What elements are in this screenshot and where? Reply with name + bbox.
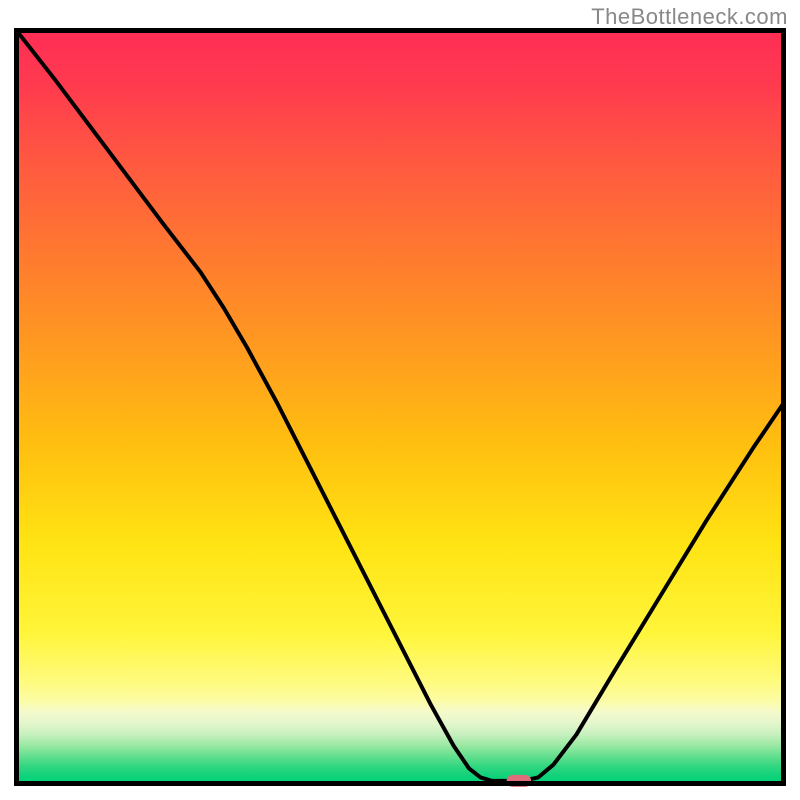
gradient-background [17,31,784,784]
chart-root: TheBottleneck.com [0,0,800,800]
bottleneck-chart [0,0,800,800]
watermark-text: TheBottleneck.com [591,4,788,30]
